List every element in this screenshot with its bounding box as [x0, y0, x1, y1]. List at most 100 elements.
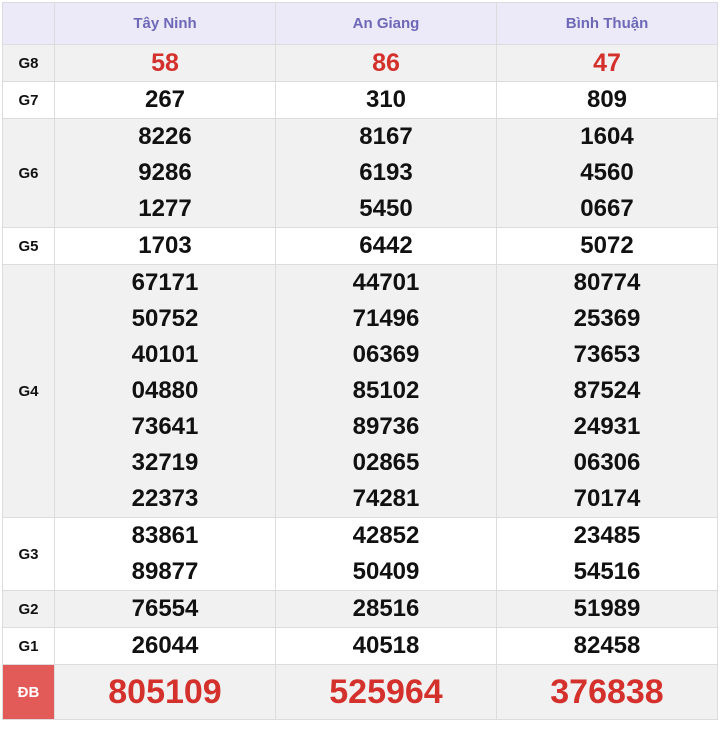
prize-label: G8	[2, 44, 55, 82]
prize-cell: 80774 25369 73653 87524 24931 06306 70174	[496, 264, 718, 518]
prize-cell: 525964	[275, 664, 497, 720]
header-province: Bình Thuận	[496, 2, 718, 45]
prize-row: G3 83861 89877 42852 50409 23485 54516	[2, 517, 718, 591]
prize-label: G5	[2, 227, 55, 265]
prize-number: 6193	[359, 159, 413, 186]
prize-number: 50752	[131, 305, 199, 332]
prize-row: G4 67171 50752 40101 04880 73641 32719 22373 447…	[2, 264, 718, 518]
prize-number: 1277	[138, 195, 192, 222]
prize-number: 85102	[352, 377, 420, 404]
prize-number: 83861	[131, 522, 199, 549]
prize-number: 70174	[573, 485, 641, 512]
prize-cell: 82458	[496, 627, 718, 665]
prize-number: 6442	[359, 232, 413, 259]
prize-cell: 42852 50409	[275, 517, 497, 591]
prize-number: 4560	[580, 159, 634, 186]
prize-cell: 86	[275, 44, 497, 82]
prize-number: 5450	[359, 195, 413, 222]
prize-label: G3	[2, 517, 55, 591]
prize-cell: 28516	[275, 590, 497, 628]
prize-number: 51989	[573, 595, 641, 622]
prize-number: 809	[586, 86, 628, 113]
prize-cell: 1604 4560 0667	[496, 118, 718, 228]
prize-number: 47	[593, 49, 621, 77]
prize-number: 267	[144, 86, 186, 113]
prize-number: 89877	[131, 558, 199, 585]
prize-cell: 47	[496, 44, 718, 82]
lottery-results-table: Tây Ninh An Giang Bình Thuận G8 58 86 47 G7 2…	[2, 2, 718, 720]
prize-number: 28516	[352, 595, 420, 622]
prize-cell: 6442	[275, 227, 497, 265]
prize-number: 1604	[580, 123, 634, 150]
prize-number: 8167	[359, 123, 413, 150]
prize-cell: 51989	[496, 590, 718, 628]
prize-number: 82458	[573, 632, 641, 659]
prize-cell: 376838	[496, 664, 718, 720]
prize-number: 25369	[573, 305, 641, 332]
header-row: Tây Ninh An Giang Bình Thuận	[2, 2, 718, 45]
prize-number: 50409	[352, 558, 420, 585]
prize-number: 32719	[131, 449, 199, 476]
prize-number: 73653	[573, 341, 641, 368]
prize-cell: 67171 50752 40101 04880 73641 32719 22373	[54, 264, 276, 518]
prize-number: 22373	[131, 485, 199, 512]
prize-cell: 58	[54, 44, 276, 82]
prize-row: ĐB 805109 525964 376838	[2, 664, 718, 720]
prize-number: 310	[365, 86, 407, 113]
prize-number: 80774	[573, 269, 641, 296]
prize-cell: 310	[275, 81, 497, 119]
prize-number: 87524	[573, 377, 641, 404]
prize-row: G2 76554 28516 51989	[2, 590, 718, 628]
prize-label: G6	[2, 118, 55, 228]
prize-label: ĐB	[2, 664, 55, 720]
prize-number: 5072	[580, 232, 634, 259]
prize-number: 44701	[352, 269, 420, 296]
prize-cell: 26044	[54, 627, 276, 665]
header-province: An Giang	[275, 2, 497, 45]
prize-cell: 5072	[496, 227, 718, 265]
prize-number: 525964	[329, 673, 443, 711]
prize-number: 26044	[131, 632, 199, 659]
prize-number: 58	[151, 49, 179, 77]
prize-cell: 1703	[54, 227, 276, 265]
prize-cell: 23485 54516	[496, 517, 718, 591]
prize-number: 23485	[573, 522, 641, 549]
prize-cell: 8226 9286 1277	[54, 118, 276, 228]
prize-label: G1	[2, 627, 55, 665]
prize-number: 67171	[131, 269, 199, 296]
prize-number: 06306	[573, 449, 641, 476]
prize-row: G5 1703 6442 5072	[2, 227, 718, 265]
prize-cell: 76554	[54, 590, 276, 628]
prize-number: 9286	[138, 159, 192, 186]
prize-cell: 809	[496, 81, 718, 119]
header-empty	[2, 2, 55, 45]
prize-number: 06369	[352, 341, 420, 368]
prize-row: G6 8226 9286 1277 8167 6193 5450 1604 4560 0667	[2, 118, 718, 228]
prize-label: G2	[2, 590, 55, 628]
prize-number: 02865	[352, 449, 420, 476]
prize-number: 376838	[550, 673, 664, 711]
prize-number: 0667	[580, 195, 634, 222]
prize-row: G1 26044 40518 82458	[2, 627, 718, 665]
prize-cell: 40518	[275, 627, 497, 665]
prize-number: 1703	[138, 232, 192, 259]
prize-number: 76554	[131, 595, 199, 622]
header-province: Tây Ninh	[54, 2, 276, 45]
prize-number: 71496	[352, 305, 420, 332]
prize-number: 73641	[131, 413, 199, 440]
prize-number: 40518	[352, 632, 420, 659]
prize-label: G7	[2, 81, 55, 119]
prize-number: 8226	[138, 123, 192, 150]
prize-number: 40101	[131, 341, 199, 368]
prize-cell: 44701 71496 06369 85102 89736 02865 74281	[275, 264, 497, 518]
prize-number: 42852	[352, 522, 420, 549]
prize-label: G4	[2, 264, 55, 518]
prize-number: 24931	[573, 413, 641, 440]
prize-number: 74281	[352, 485, 420, 512]
prize-row: G8 58 86 47	[2, 44, 718, 82]
prize-number: 86	[372, 49, 400, 77]
prize-number: 805109	[108, 673, 222, 711]
prize-cell: 267	[54, 81, 276, 119]
prize-number: 89736	[352, 413, 420, 440]
prize-cell: 83861 89877	[54, 517, 276, 591]
